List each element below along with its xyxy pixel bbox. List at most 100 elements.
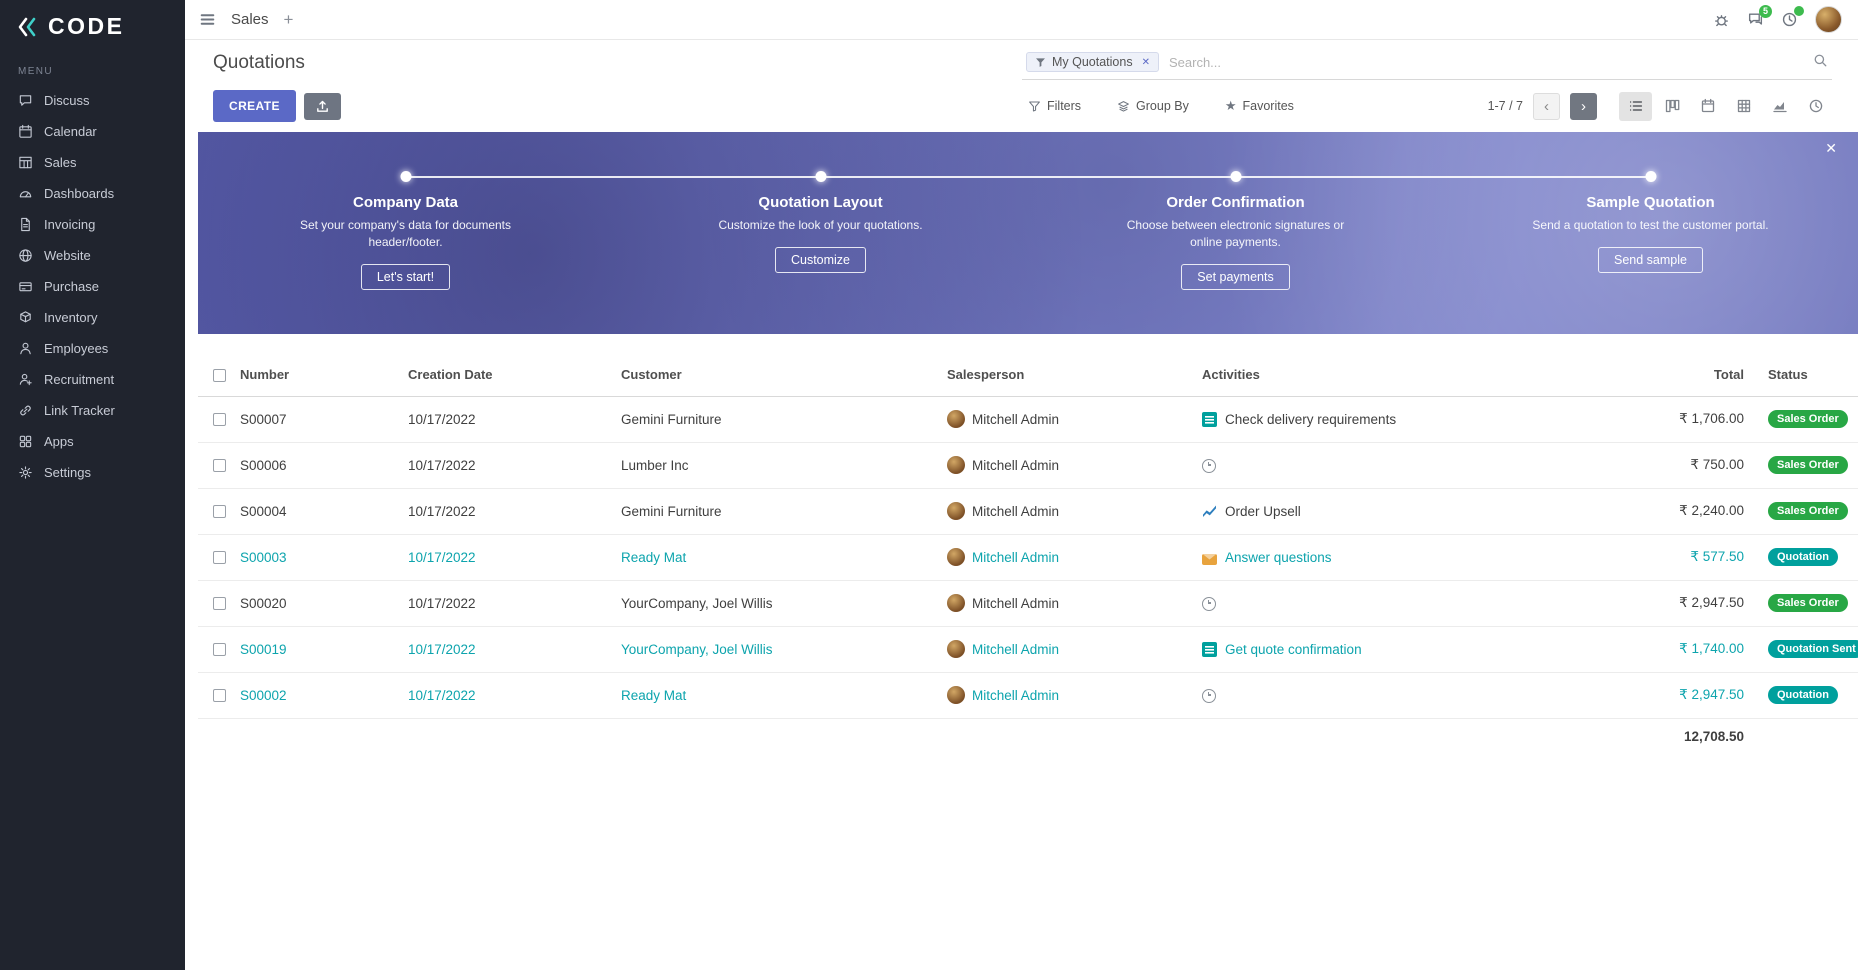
export-button[interactable] xyxy=(303,92,341,120)
view-pivot-button[interactable] xyxy=(1727,92,1760,121)
add-tab-icon[interactable]: + xyxy=(283,10,294,29)
sidebar-item-inventory[interactable]: Inventory xyxy=(0,302,185,333)
table-row[interactable]: S00006 10/17/2022 Lumber Inc Mitchell Ad… xyxy=(198,442,1858,489)
pager-next-button[interactable]: › xyxy=(1570,92,1597,120)
cell-activities[interactable]: Get quote confirmation xyxy=(1202,626,1639,673)
current-app-menu[interactable]: Sales xyxy=(231,11,269,28)
brand-name: CODE xyxy=(48,13,125,39)
cell-total: ₹ 1,740.00 xyxy=(1639,626,1752,673)
row-checkbox[interactable] xyxy=(212,597,226,611)
column-header-salesperson[interactable]: Salesperson xyxy=(947,354,1202,397)
row-checkbox[interactable] xyxy=(212,459,226,473)
menu-toggle-icon[interactable] xyxy=(199,11,216,28)
sidebar-item-website[interactable]: Website xyxy=(0,240,185,271)
activity-icon xyxy=(1202,596,1216,611)
cell-customer: Gemini Furniture xyxy=(621,488,947,535)
column-header-activities[interactable]: Activities xyxy=(1202,354,1639,397)
pager-previous-button[interactable]: ‹ xyxy=(1533,92,1560,120)
create-button[interactable]: CREATE xyxy=(213,90,296,122)
sidebar-item-purchase[interactable]: Purchase xyxy=(0,271,185,302)
table-row[interactable]: S00007 10/17/2022 Gemini Furniture Mitch… xyxy=(198,396,1858,443)
cell-activities[interactable]: Order Upsell xyxy=(1202,488,1639,535)
brand-logo[interactable]: CODE xyxy=(0,0,185,56)
activity-icon xyxy=(1202,504,1217,519)
customize-button[interactable]: Customize xyxy=(774,246,867,273)
filter-funnel-icon xyxy=(1036,57,1045,67)
cell-salesperson: Mitchell Admin xyxy=(947,396,1202,443)
messages-badge: 5 xyxy=(1758,5,1772,18)
cell-activities[interactable] xyxy=(1202,442,1639,489)
view-kanban-button[interactable] xyxy=(1655,92,1688,121)
cell-number: S00007 xyxy=(240,396,408,443)
salesperson-avatar xyxy=(947,548,965,566)
sidebar-item-calendar[interactable]: Calendar xyxy=(0,116,185,147)
column-header-customer[interactable]: Customer xyxy=(621,354,947,397)
set-payments-button[interactable]: Set payments xyxy=(1181,263,1290,290)
search-facet[interactable]: My Quotations ✕ xyxy=(1026,52,1159,72)
cell-activities[interactable] xyxy=(1202,580,1639,627)
onboarding-banner: ✕ Company Data Set your company's data f… xyxy=(198,132,1858,334)
cell-status: Sales Order xyxy=(1752,396,1858,443)
sidebar-item-apps[interactable]: Apps xyxy=(0,426,185,457)
sidebar-item-employees[interactable]: Employees xyxy=(0,333,185,364)
step-title: Order Confirmation xyxy=(1166,194,1305,211)
control-panel-right: Filters Group By ★ Favorites 1-7 / 7 ‹ › xyxy=(1022,91,1832,121)
table-row[interactable]: S00004 10/17/2022 Gemini Furniture Mitch… xyxy=(198,488,1858,535)
cell-customer: YourCompany, Joel Willis xyxy=(621,626,947,673)
cell-creation-date: 10/17/2022 xyxy=(408,396,621,443)
send-sample-button[interactable]: Send sample xyxy=(1598,246,1703,273)
row-checkbox[interactable] xyxy=(212,551,226,565)
view-list-button[interactable] xyxy=(1619,91,1652,121)
banner-close-icon[interactable]: ✕ xyxy=(1819,139,1843,158)
footer-total: 12,708.50 xyxy=(1683,728,1744,744)
activities-clock-icon[interactable] xyxy=(1781,6,1804,28)
row-checkbox[interactable] xyxy=(212,413,226,427)
onboarding-step-company-data: Company Data Set your company's data for… xyxy=(198,132,613,334)
status-badge: Sales Order xyxy=(1768,410,1848,428)
column-header-total[interactable]: Total xyxy=(1639,354,1752,397)
lets-start-button[interactable]: Let's start! xyxy=(360,263,451,290)
sidebar-item-settings[interactable]: Settings xyxy=(0,457,185,488)
view-activity-button[interactable] xyxy=(1799,92,1832,121)
search-icon[interactable] xyxy=(1813,53,1828,71)
filters-button[interactable]: Filters xyxy=(1022,98,1087,114)
sidebar-item-invoicing[interactable]: Invoicing xyxy=(0,209,185,240)
group-by-button[interactable]: Group By xyxy=(1111,98,1195,114)
row-checkbox[interactable] xyxy=(212,643,226,657)
sidebar-item-sales[interactable]: Sales xyxy=(0,147,185,178)
row-checkbox[interactable] xyxy=(212,689,226,703)
row-checkbox[interactable] xyxy=(212,505,226,519)
cell-salesperson: Mitchell Admin xyxy=(947,488,1202,535)
cell-number: S00019 xyxy=(240,626,408,673)
cell-activities[interactable]: Answer questions xyxy=(1202,534,1639,581)
column-header-creation-date[interactable]: Creation Date xyxy=(408,354,621,397)
list-view-icon xyxy=(1629,101,1642,111)
facet-remove-icon[interactable]: ✕ xyxy=(1141,56,1150,68)
favorites-button[interactable]: ★ Favorites xyxy=(1219,97,1300,115)
sidebar-item-discuss[interactable]: Discuss xyxy=(0,85,185,116)
cell-activities[interactable] xyxy=(1202,672,1639,719)
sidebar-item-recruitment[interactable]: Recruitment xyxy=(0,364,185,395)
cell-salesperson: Mitchell Admin xyxy=(947,672,1202,719)
cell-salesperson: Mitchell Admin xyxy=(947,626,1202,673)
table-row[interactable]: S00020 10/17/2022 YourCompany, Joel Will… xyxy=(198,580,1858,627)
table-row[interactable]: S00003 10/17/2022 Ready Mat Mitchell Adm… xyxy=(198,534,1858,581)
table-row[interactable]: S00002 10/17/2022 Ready Mat Mitchell Adm… xyxy=(198,672,1858,719)
view-calendar-button[interactable] xyxy=(1691,92,1724,121)
view-graph-button[interactable] xyxy=(1763,92,1796,121)
user-avatar[interactable] xyxy=(1815,6,1842,33)
step-description: Send a quotation to test the customer po… xyxy=(1532,218,1769,232)
search-input[interactable]: My Quotations ✕ Search... xyxy=(1022,50,1832,80)
cell-activities[interactable]: Check delivery requirements xyxy=(1202,396,1639,443)
column-header-status[interactable]: Status xyxy=(1752,354,1858,397)
sidebar-item-dashboards[interactable]: Dashboards xyxy=(0,178,185,209)
status-badge: Quotation Sent xyxy=(1768,640,1858,658)
sidebar-item-link-tracker[interactable]: Link Tracker xyxy=(0,395,185,426)
select-all-checkbox[interactable] xyxy=(212,369,226,383)
debug-bug-icon[interactable] xyxy=(1713,11,1730,28)
messages-icon[interactable]: 5 xyxy=(1747,5,1772,28)
settings-icon xyxy=(18,465,33,480)
quotations-table: Number Creation Date Customer Salesperso… xyxy=(198,354,1858,754)
column-header-number[interactable]: Number xyxy=(240,354,408,397)
table-row[interactable]: S00019 10/17/2022 YourCompany, Joel Will… xyxy=(198,626,1858,673)
